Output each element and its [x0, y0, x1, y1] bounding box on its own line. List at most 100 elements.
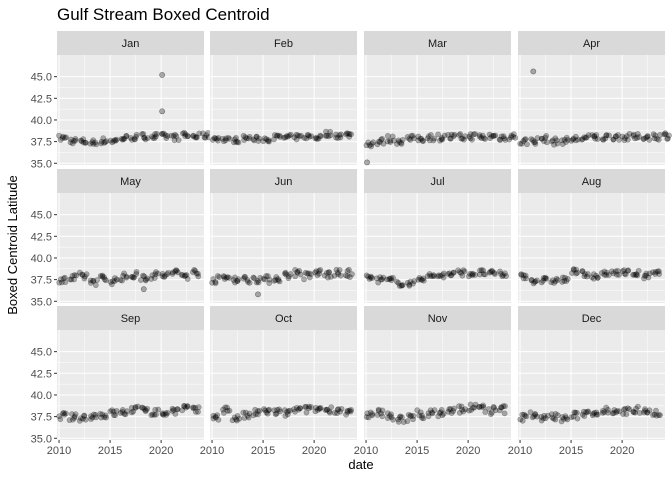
data-point	[376, 139, 383, 146]
data-point	[98, 414, 105, 421]
data-point	[327, 273, 334, 280]
data-point	[518, 271, 525, 278]
data-point	[364, 410, 371, 417]
outlier-point	[530, 68, 537, 75]
data-point	[128, 274, 135, 280]
data-point	[202, 134, 209, 141]
data-point	[283, 133, 290, 140]
data-point	[260, 138, 267, 145]
data-point	[480, 402, 486, 409]
data-point	[425, 133, 432, 140]
data-point	[384, 276, 390, 283]
data-point	[191, 266, 198, 273]
data-point	[67, 139, 74, 146]
data-point	[133, 271, 140, 277]
data-point	[285, 408, 292, 414]
data-point	[291, 406, 297, 413]
data-point	[294, 268, 301, 275]
data-point	[219, 135, 226, 142]
data-point	[346, 266, 352, 273]
data-point	[128, 409, 135, 416]
data-point	[563, 415, 570, 421]
data-point	[581, 273, 588, 280]
data-point	[619, 268, 626, 275]
x-tick-label: 2015	[251, 445, 275, 457]
data-point	[346, 407, 353, 414]
data-point	[600, 407, 606, 414]
data-point	[584, 271, 591, 277]
data-point	[394, 141, 400, 147]
data-point	[560, 415, 567, 422]
data-point	[651, 135, 658, 142]
data-point	[632, 409, 639, 416]
data-point	[117, 277, 124, 283]
data-point	[161, 274, 168, 280]
data-point	[109, 407, 115, 414]
data-point	[220, 273, 227, 279]
data-point	[265, 407, 272, 414]
data-point	[317, 132, 324, 139]
data-point	[149, 133, 155, 140]
data-point	[486, 406, 492, 412]
data-point	[246, 135, 252, 142]
data-point	[459, 272, 466, 279]
data-point	[285, 133, 291, 140]
data-point	[500, 403, 507, 409]
facet-strip	[518, 31, 665, 55]
data-point	[653, 407, 659, 414]
data-point	[253, 133, 260, 140]
data-point	[548, 411, 555, 418]
data-point	[252, 411, 259, 417]
data-point	[152, 406, 159, 413]
data-point	[250, 136, 257, 143]
data-point	[184, 276, 191, 282]
data-point	[384, 410, 391, 417]
data-point	[379, 407, 386, 414]
data-point	[446, 270, 453, 277]
data-point	[242, 409, 249, 416]
data-point	[212, 280, 219, 287]
data-point	[633, 405, 639, 412]
data-point	[375, 407, 382, 414]
y-tick-label: 37.5	[31, 137, 52, 149]
data-point	[303, 409, 310, 416]
data-point	[89, 139, 96, 146]
data-point	[500, 133, 507, 140]
y-tick-label: 42.5	[31, 93, 52, 105]
data-point	[520, 275, 527, 282]
data-point	[119, 136, 126, 143]
data-point	[93, 414, 99, 421]
data-point	[235, 139, 242, 146]
data-point	[518, 272, 525, 278]
panel-background	[210, 330, 357, 440]
data-point	[460, 267, 467, 274]
data-point	[538, 279, 545, 286]
panel-background	[364, 193, 511, 303]
data-point	[541, 412, 548, 419]
data-point	[195, 273, 202, 280]
data-point	[149, 272, 156, 279]
y-tick-label: 37.5	[31, 275, 52, 287]
data-point	[507, 134, 514, 141]
data-point	[396, 139, 403, 145]
data-point	[630, 132, 637, 139]
data-point	[123, 273, 130, 280]
data-points	[209, 128, 354, 146]
data-point	[132, 136, 138, 143]
data-point	[614, 267, 621, 274]
data-point	[144, 135, 151, 141]
data-point	[478, 267, 485, 273]
data-point	[335, 271, 342, 278]
data-point	[181, 129, 188, 136]
data-point	[123, 132, 130, 139]
data-point	[378, 410, 384, 417]
data-point	[447, 406, 454, 412]
data-point	[644, 409, 651, 416]
data-point	[594, 274, 601, 281]
data-point	[650, 269, 656, 276]
data-point	[591, 409, 598, 416]
data-point	[296, 133, 303, 139]
data-point	[603, 132, 610, 138]
data-point	[407, 136, 414, 143]
data-point	[469, 136, 475, 143]
